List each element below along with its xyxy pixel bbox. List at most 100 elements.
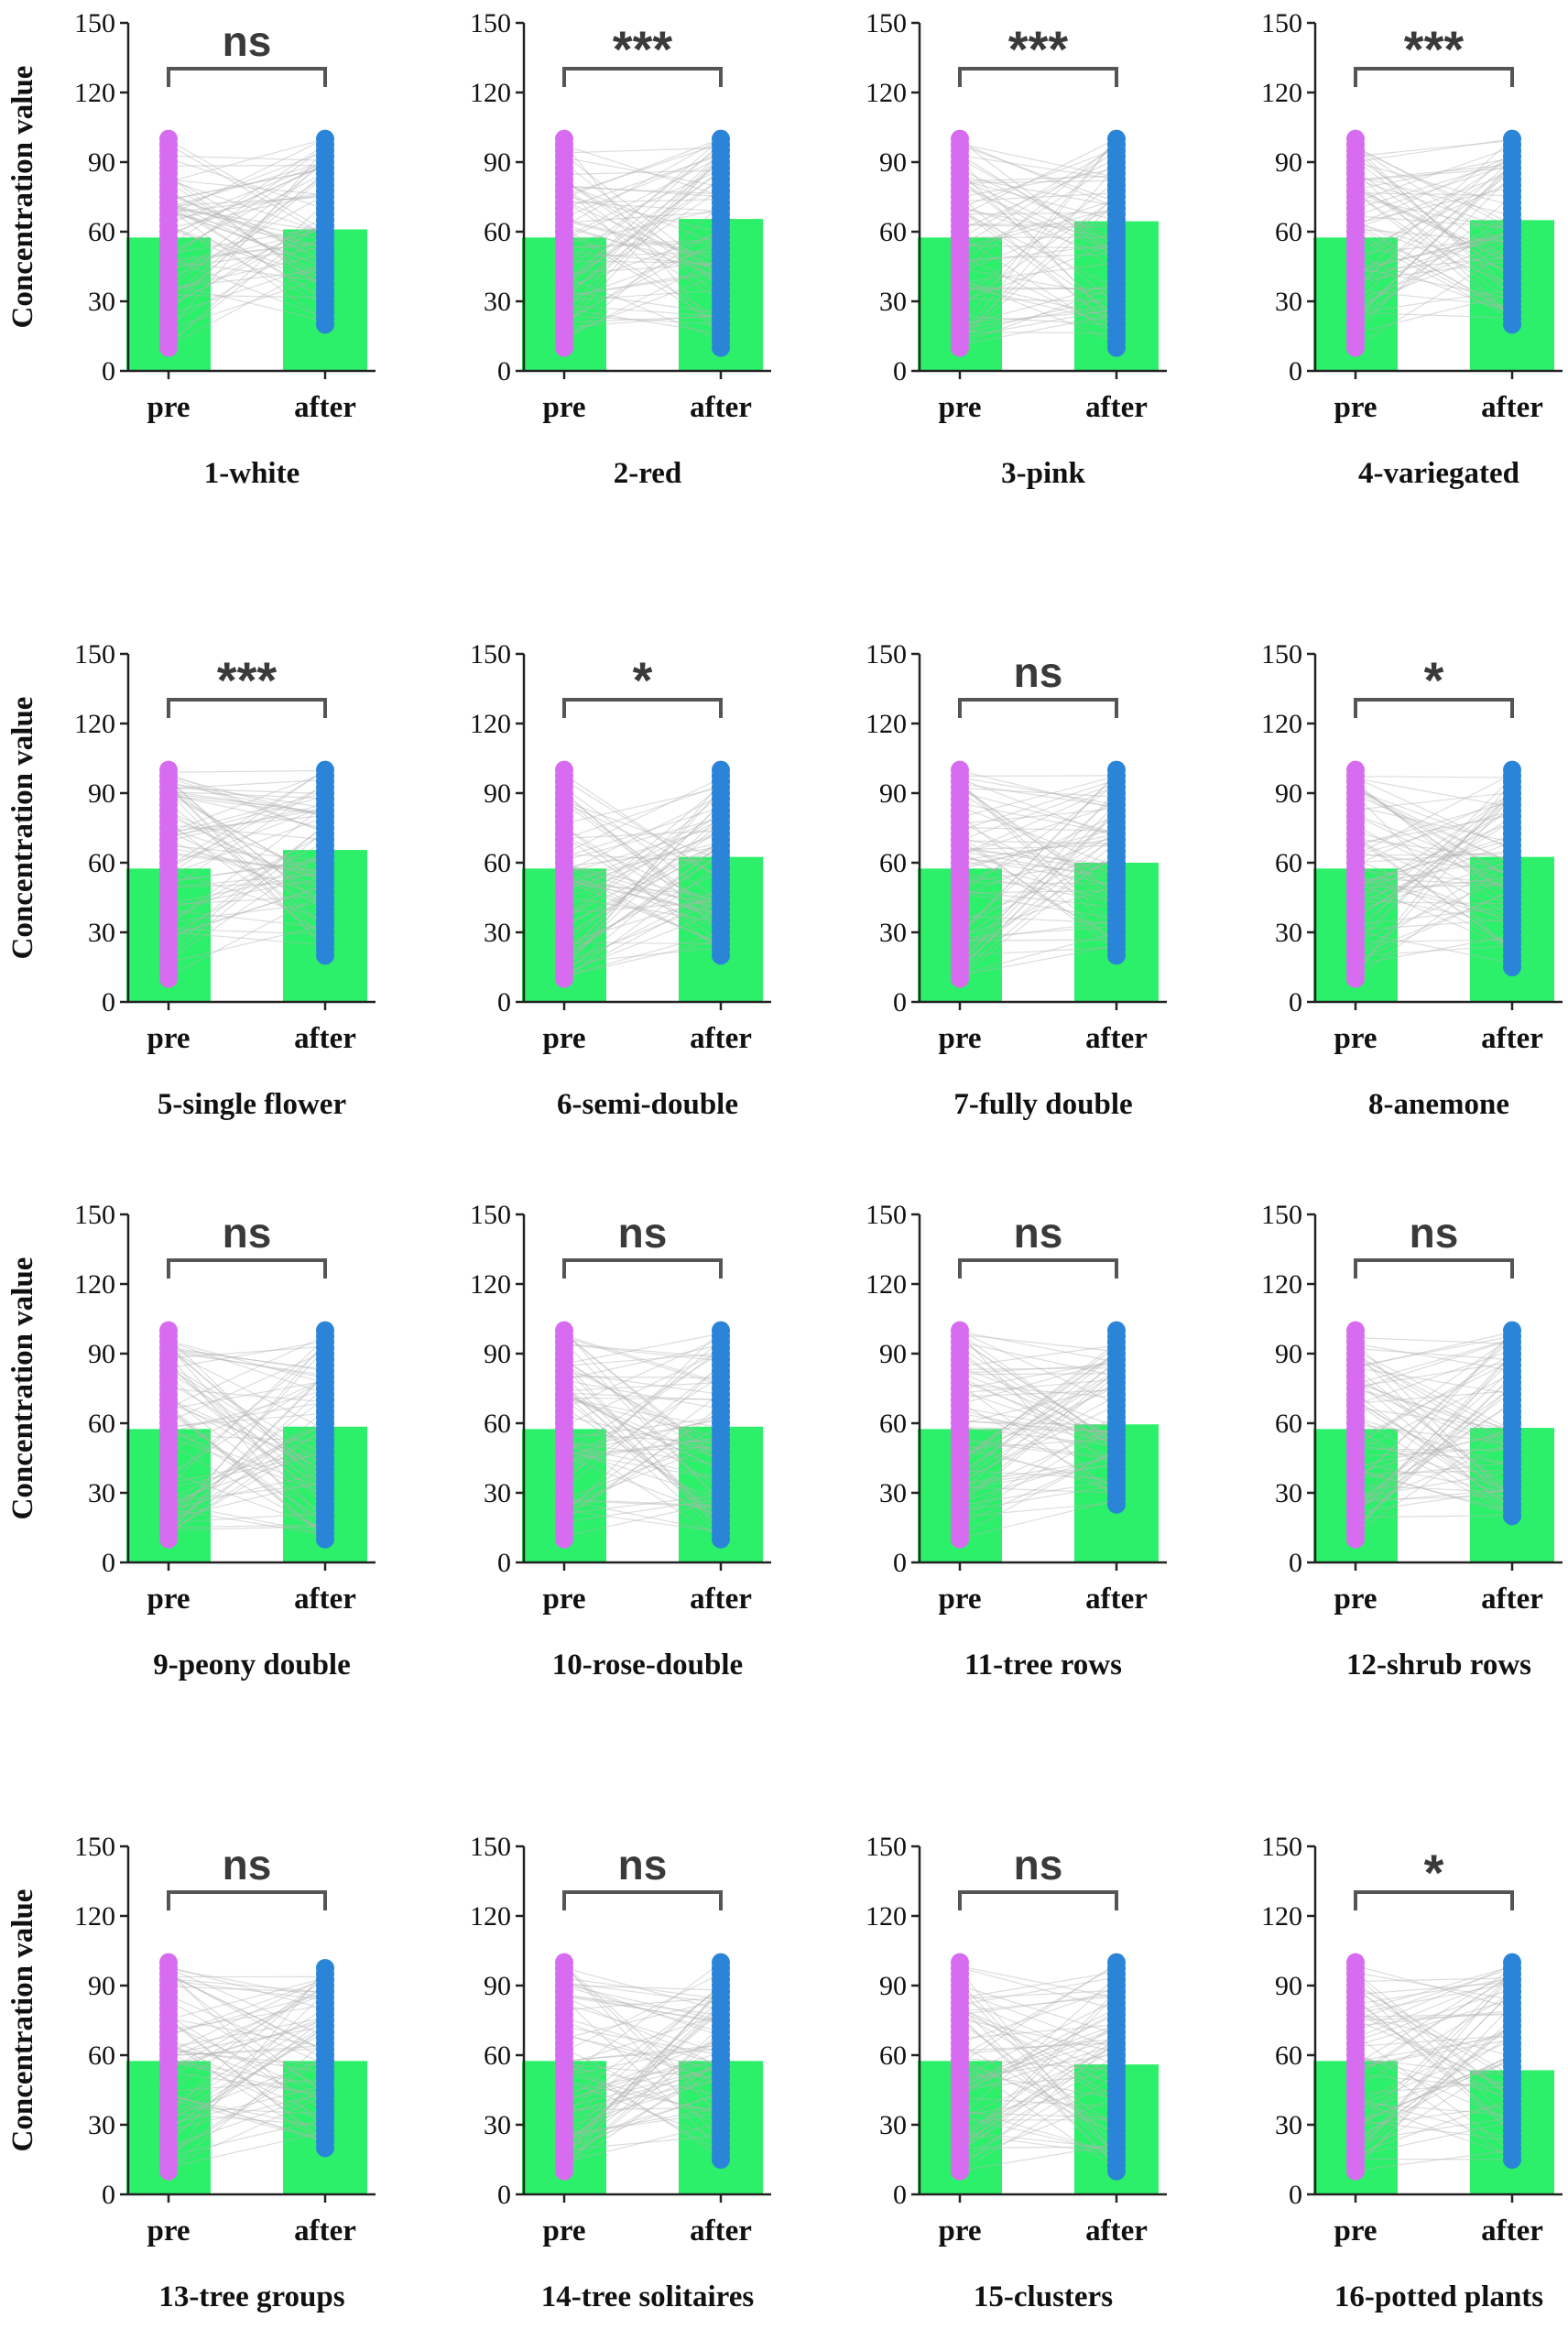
panel-11: 0 30 60 90 120 150 pre after ns 11-tree rows <box>866 1200 1167 1681</box>
pair-line <box>168 181 326 288</box>
pair-line <box>1355 2060 1513 2114</box>
paired-lines <box>1355 138 1513 347</box>
y-tick-label: 0 <box>497 987 511 1018</box>
pair-line <box>1355 1373 1513 1453</box>
pair-line <box>1355 166 1513 265</box>
pair-line <box>959 781 1117 928</box>
pair-line <box>563 836 722 941</box>
pair-line <box>563 2078 722 2114</box>
pair-line <box>563 169 722 176</box>
pair-line <box>168 2131 326 2169</box>
pair-line <box>959 786 1117 894</box>
pair-line <box>563 2060 722 2103</box>
pair-line <box>1355 814 1513 845</box>
panel-10: 0 30 60 90 120 150 pre after ns 10-rose-double <box>470 1200 771 1681</box>
pair-line <box>563 866 722 931</box>
pair-line <box>1355 2004 1513 2169</box>
pair-line <box>168 772 326 833</box>
pair-line <box>959 845 1117 874</box>
pair-line <box>1355 1965 1513 2013</box>
pair-line <box>563 2048 722 2062</box>
pair-line <box>168 205 326 241</box>
significance-bracket <box>958 67 1118 87</box>
pair-line <box>168 1398 326 1514</box>
pair-line <box>168 778 326 928</box>
y-tick-label: 60 <box>879 1409 907 1439</box>
pair-line <box>1355 138 1513 163</box>
pair-line <box>168 1471 326 1510</box>
x-tick-label-pre: pre <box>542 391 585 424</box>
pair-line <box>168 827 326 883</box>
point-pre <box>951 760 969 779</box>
y-tick-label: 30 <box>484 918 511 948</box>
paired-lines <box>1355 1330 1513 1534</box>
pair-line <box>1355 1471 1513 1499</box>
pair-line <box>959 1420 1117 1426</box>
pair-line <box>959 826 1117 833</box>
pair-line <box>959 1965 1117 1999</box>
pair-line <box>563 180 722 287</box>
pair-line <box>563 828 722 939</box>
pair-line <box>563 1964 722 2142</box>
pair-line <box>1355 229 1513 273</box>
pair-line <box>168 791 326 949</box>
pair-line <box>1355 164 1513 181</box>
y-tick-label: 120 <box>866 1901 907 1932</box>
pair-line <box>1355 1350 1513 1431</box>
pair-line <box>168 852 326 961</box>
pair-line <box>168 869 326 920</box>
pair-line <box>1355 1515 1513 1518</box>
pair-line <box>1355 2053 1513 2139</box>
pair-line <box>168 191 326 221</box>
pair-line <box>959 308 1117 339</box>
pair-line <box>959 2071 1117 2099</box>
pair-line <box>563 802 722 920</box>
pair-line <box>1355 1338 1513 1385</box>
pair-line <box>168 2094 326 2168</box>
point-after <box>1503 760 1521 779</box>
pair-line <box>1355 890 1513 957</box>
x-tick-label-pre: pre <box>1334 1583 1377 1616</box>
pair-line <box>168 2112 326 2127</box>
pair-line <box>1355 175 1513 217</box>
point-after <box>1107 1321 1126 1340</box>
pair-line <box>1355 2023 1513 2156</box>
pair-line <box>1355 778 1513 808</box>
pair-line <box>563 223 722 278</box>
pair-line <box>959 1499 1117 1540</box>
pair-line <box>168 210 326 267</box>
panel-title: 8-anemone <box>1368 1088 1509 1121</box>
pair-line <box>168 824 326 841</box>
y-tick-label: 90 <box>484 1971 511 2001</box>
x-tick-label-after: after <box>294 1022 356 1055</box>
pair-line <box>1355 170 1513 278</box>
pair-line <box>959 158 1117 247</box>
pair-line <box>1355 2051 1513 2160</box>
pair-line <box>959 138 1117 217</box>
pair-line <box>563 1497 722 1523</box>
pair-line <box>959 814 1117 886</box>
pair-line <box>168 1408 326 1538</box>
pair-line <box>168 2017 326 2070</box>
pair-line <box>563 1386 722 1527</box>
pair-line <box>168 1992 326 2035</box>
points-after <box>1107 1953 1126 2181</box>
pair-line <box>959 331 1117 334</box>
pair-line <box>959 1438 1117 1450</box>
pair-line <box>1355 174 1513 333</box>
pair-line <box>168 218 326 344</box>
pair-line <box>1355 935 1513 965</box>
pair-line <box>168 223 326 296</box>
point-pre <box>1346 1321 1365 1340</box>
pair-line <box>168 1978 326 1993</box>
pair-line <box>168 1975 326 2051</box>
y-tick-label: 150 <box>1261 639 1302 669</box>
y-axis-title: Concentration value <box>6 1889 39 2152</box>
y-tick-label: 90 <box>879 1971 907 2001</box>
point-after <box>712 1321 730 1340</box>
pair-line <box>1355 1330 1513 1505</box>
pair-line <box>563 842 722 937</box>
pair-line <box>563 847 722 927</box>
pair-line <box>168 840 326 899</box>
panel-title: 7-fully double <box>953 1088 1132 1121</box>
